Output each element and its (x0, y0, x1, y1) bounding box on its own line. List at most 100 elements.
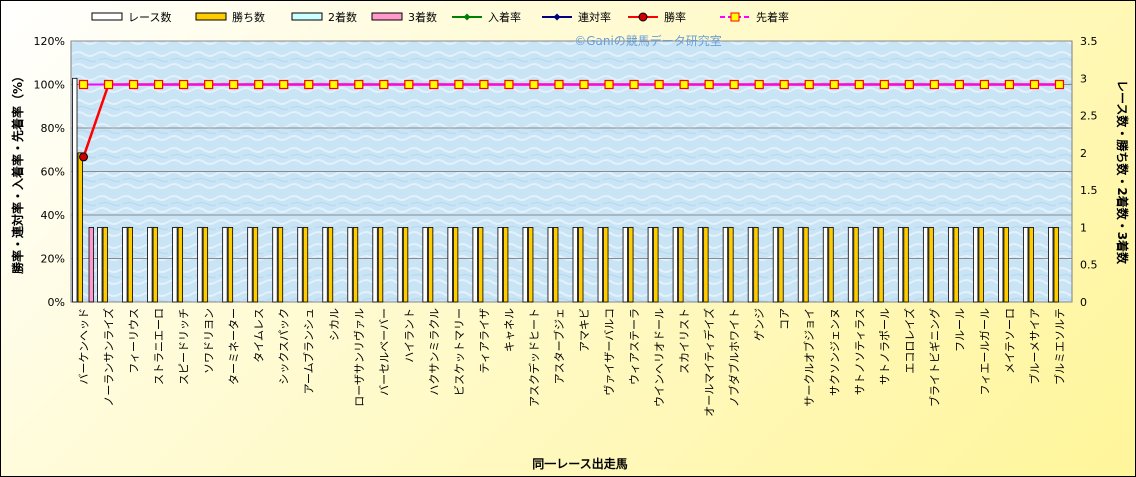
category-label: フィエールガール (978, 308, 991, 395)
bar-レース数 (772, 227, 779, 303)
bar-レース数 (797, 227, 804, 303)
bar-勝ち数 (177, 227, 184, 303)
point-先着率 (579, 79, 589, 90)
bar-勝ち数 (252, 227, 259, 303)
bar-勝ち数 (778, 227, 784, 303)
category-label: フルール (953, 308, 966, 352)
category-label: コア (778, 308, 791, 330)
bar-勝ち数 (928, 227, 934, 303)
point-先着率 (529, 79, 539, 90)
legend-label: 3着数 (408, 10, 437, 24)
point-先着率 (78, 79, 89, 90)
point-先着率 (854, 79, 864, 90)
category-label: ストラニエーロ (153, 308, 166, 385)
legend-label: 先着率 (756, 10, 789, 24)
bar-レース数 (547, 227, 553, 303)
point-先着率 (429, 79, 439, 90)
y-right-tick-label: 2.5 (1080, 110, 1098, 123)
bar-レース数 (397, 227, 403, 303)
category-label: アスクデッドヒート (527, 308, 541, 407)
point-先着率 (654, 79, 664, 90)
point-先着率 (404, 79, 414, 90)
y-left-tick-label: 20% (41, 253, 65, 266)
bar-勝ち数 (528, 227, 534, 303)
legend-label: 連対率 (578, 10, 611, 24)
bar-レース数 (872, 227, 879, 303)
watermark: ©Ganiの競馬データ研究室 (574, 33, 722, 48)
bar-勝ち数 (753, 227, 759, 303)
bar-勝ち数 (628, 227, 634, 303)
bar-レース数 (172, 227, 178, 303)
legend-marker (553, 13, 561, 21)
category-label: ティアライザ (478, 308, 491, 373)
category-labels: バーケンヘッド ノーランサンライズ フィーリウス ストラニエーロ スピードリッチ ソワドリ… (78, 308, 1067, 417)
bar-勝ち数 (452, 227, 459, 303)
category-label: スピードリッチ (178, 308, 191, 385)
bar-勝ち数 (653, 227, 659, 303)
bar-勝ち数 (1003, 227, 1009, 303)
bar-レース数 (447, 227, 453, 303)
bar-勝ち数 (803, 227, 809, 303)
bar-レース数 (472, 227, 478, 303)
bar-勝ち数 (377, 227, 384, 303)
bar-レース数 (422, 227, 428, 303)
legend-swatch (195, 12, 227, 21)
point-先着率 (729, 79, 739, 90)
category-label: ビスケットマリー (453, 308, 466, 396)
bar-勝ち数 (77, 152, 83, 303)
bar-勝ち数 (327, 227, 334, 303)
legend-item-2着数: 2着数 (291, 10, 357, 24)
bar-レース数 (122, 227, 128, 303)
bar-series-group (72, 77, 1059, 303)
bar-レース数 (372, 227, 378, 303)
bar-レース数 (672, 227, 679, 303)
category-label: エコロレイズ (902, 308, 916, 374)
x-axis-title: 同一レース出走馬 (532, 456, 627, 471)
bar-3着数 (88, 227, 94, 303)
bar-レース数 (347, 227, 353, 303)
y-right-tick-label: 0.5 (1080, 259, 1098, 272)
bar-レース数 (747, 227, 754, 303)
y-right-tick-label: 0 (1080, 296, 1087, 309)
legend-swatch (371, 12, 403, 21)
point-勝率 (79, 152, 89, 162)
category-label: ノーランサンライズ (102, 308, 116, 407)
point-先着率 (254, 79, 264, 90)
point-先着率 (479, 79, 489, 90)
y-right-tick-label: 1 (1080, 221, 1087, 234)
point-先着率 (979, 79, 990, 90)
bar-勝ち数 (478, 227, 484, 303)
point-先着率 (354, 79, 364, 90)
category-label: アームブランシュ (302, 308, 316, 394)
bar-レース数 (497, 227, 503, 303)
category-label: ハクサンミラクル (428, 308, 441, 396)
bar-勝ち数 (603, 227, 609, 303)
bar-レース数 (1048, 227, 1054, 303)
bar-レース数 (272, 227, 278, 303)
y-left-tick-label: 100% (34, 79, 65, 92)
point-先着率 (279, 79, 289, 90)
bar-勝ち数 (102, 227, 108, 303)
point-先着率 (128, 79, 139, 90)
bar-レース数 (522, 227, 528, 303)
bar-勝ち数 (1053, 227, 1059, 303)
category-label: ブルミエソルテ (1052, 308, 1066, 385)
bar-レース数 (822, 227, 829, 303)
point-先着率 (554, 79, 564, 90)
legend-label: 入着率 (488, 10, 521, 24)
category-label: キャネル (503, 308, 516, 352)
bar-勝ち数 (503, 227, 509, 303)
bar-レース数 (722, 227, 729, 303)
point-先着率 (704, 79, 714, 90)
legend-item-連対率: 連対率 (542, 10, 611, 24)
bar-レース数 (572, 227, 578, 303)
bar-勝ち数 (853, 227, 859, 303)
bar-レース数 (897, 227, 904, 303)
category-label: サークルオブジョイ (802, 308, 816, 407)
point-先着率 (954, 79, 964, 90)
point-先着率 (229, 79, 239, 90)
legend-marker (463, 13, 471, 21)
bar-勝ち数 (152, 227, 158, 303)
bar-レース数 (847, 227, 854, 303)
